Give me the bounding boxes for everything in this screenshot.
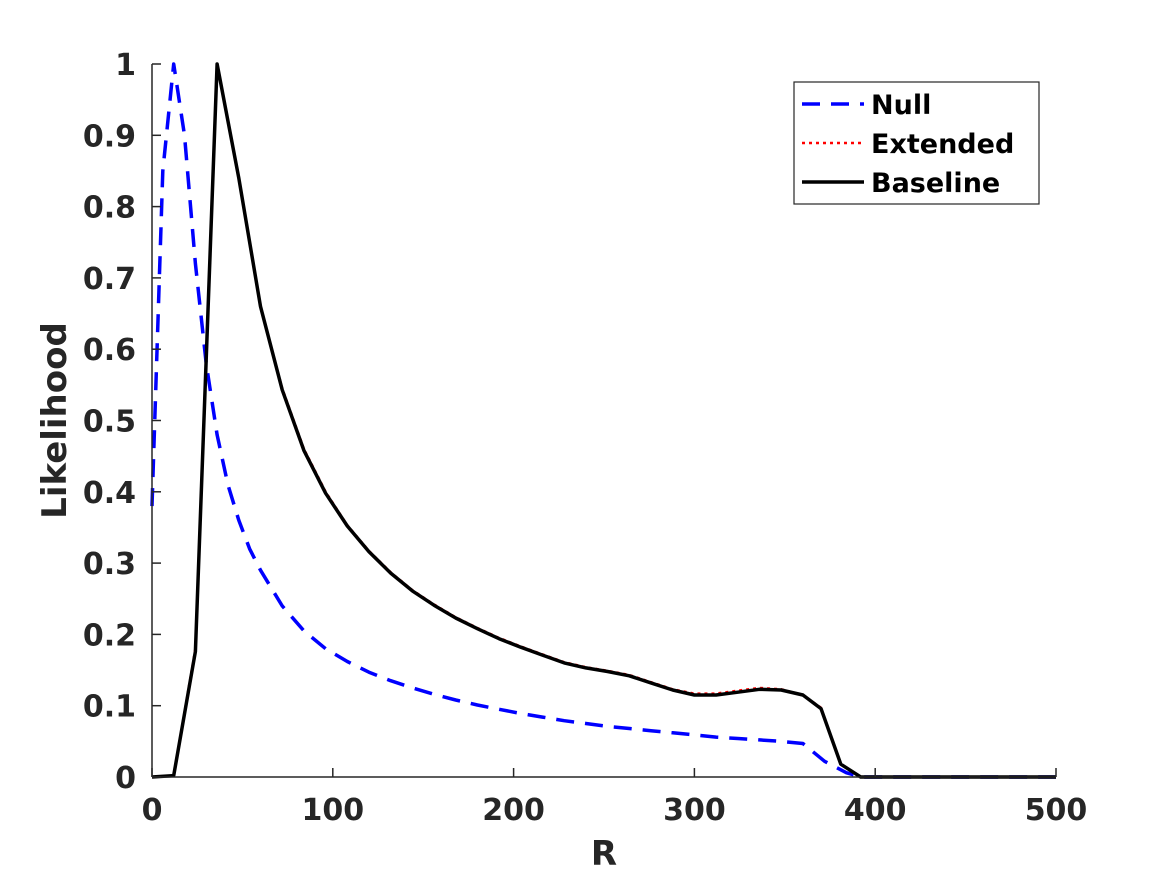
series-line-baseline — [151, 62, 1056, 779]
y-tick-label: 0 — [115, 761, 136, 796]
x-tick-label: 0 — [142, 793, 163, 828]
y-tick-label: 0.2 — [83, 618, 136, 653]
x-tick-label: 100 — [301, 793, 364, 828]
legend-label-baseline: Baseline — [871, 168, 1000, 199]
plot-area — [150, 62, 1056, 779]
axes: 0 100 200 300 400 500 0 0.1 0.2 0.3 0.4 0.5 0.6 0.7 0.… — [83, 48, 1087, 828]
legend-label-null: Null — [871, 90, 931, 121]
y-tick-label: 0.7 — [83, 262, 136, 297]
legend-label-extended: Extended — [871, 129, 1014, 160]
y-tick-label: 0.1 — [83, 690, 136, 725]
x-tick-label: 400 — [844, 793, 907, 828]
y-tick-label: 0.5 — [83, 405, 136, 440]
y-tick-label: 0.8 — [83, 191, 136, 226]
y-tick-label: 1 — [115, 48, 136, 83]
series-line-null — [150, 62, 1056, 779]
y-axis-title: Likelihood — [35, 322, 75, 519]
x-tick-label: 300 — [663, 793, 726, 828]
y-tick-label: 0.4 — [83, 476, 136, 511]
y-tick-label: 0.6 — [83, 333, 136, 368]
x-axis-title: R — [591, 834, 617, 874]
legend: Null Extended Baseline — [793, 81, 1040, 205]
y-tick-label: 0.3 — [83, 547, 136, 582]
y-tick-label: 0.9 — [83, 119, 136, 154]
x-tick-label: 500 — [1025, 793, 1088, 828]
x-tick-label: 200 — [482, 793, 545, 828]
